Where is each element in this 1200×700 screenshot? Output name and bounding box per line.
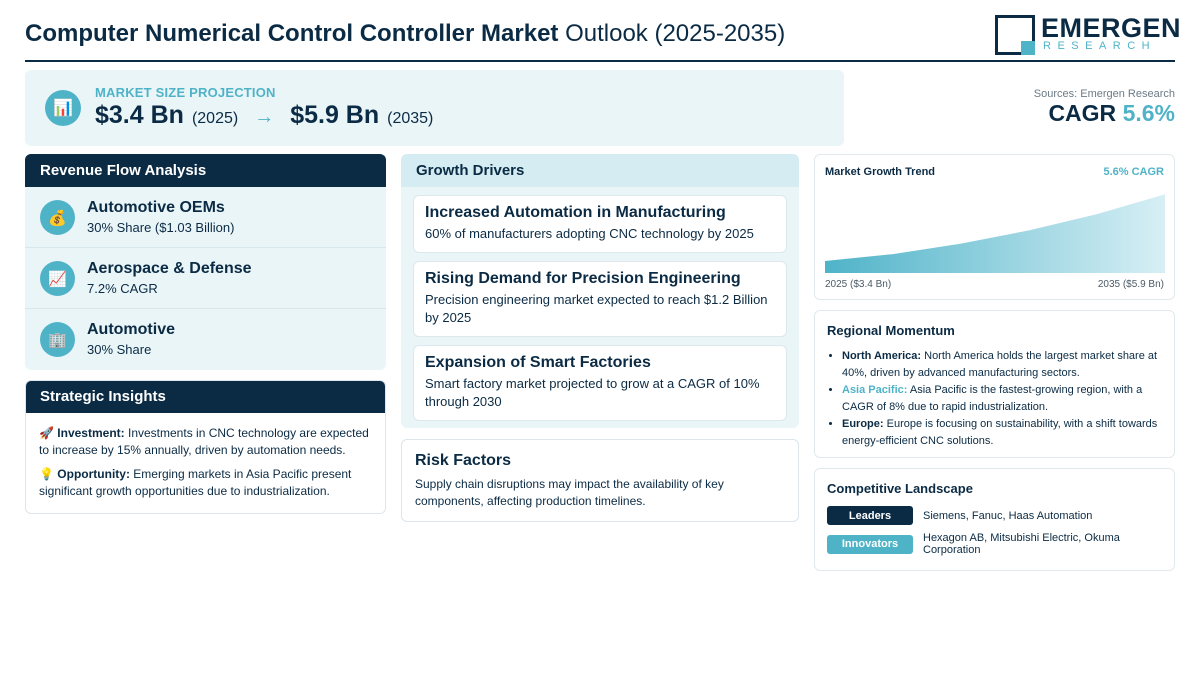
- driver-text: 60% of manufacturers adopting CNC techno…: [425, 226, 754, 241]
- driver-text: Precision engineering market expected to…: [425, 292, 768, 325]
- projection-label: MARKET SIZE PROJECTION: [95, 85, 276, 100]
- region-text: Europe is focusing on sustainability, wi…: [842, 418, 1158, 447]
- revenue-flow-title: Revenue Flow Analysis: [25, 154, 386, 187]
- growth-area: [825, 194, 1165, 273]
- revenue-item-subtitle: 30% Share ($1.03 Billion): [87, 220, 235, 235]
- emergen-logo[interactable]: EMERGEN RESEARCH: [995, 13, 1181, 55]
- growth-drivers-panel: Growth Drivers Increased Automation in M…: [401, 154, 799, 428]
- rocket-icon: 🚀: [39, 426, 54, 440]
- trend-start-label: 2025 ($3.4 Bn): [825, 279, 892, 290]
- leaders-text: Siemens, Fanuc, Haas Automation: [923, 509, 1093, 522]
- regional-list: North America: North America holds the l…: [827, 348, 1162, 449]
- driver-card: Expansion of Smart Factories Smart facto…: [413, 345, 787, 421]
- money-bag-icon: 💰: [40, 200, 75, 235]
- market-growth-trend-panel: Market Growth Trend 5.6% CAGR 2025 ($3.4…: [814, 154, 1175, 300]
- driver-card: Increased Automation in Manufacturing 60…: [413, 195, 787, 253]
- driver-title: Rising Demand for Precision Engineering: [425, 270, 741, 287]
- region-item-north-america: North America: North America holds the l…: [842, 348, 1162, 381]
- regional-momentum-title: Regional Momentum: [827, 323, 955, 338]
- cagr-summary: CAGR 5.6%: [1048, 100, 1175, 127]
- innovators-row: Innovators Hexagon AB, Mitsubishi Electr…: [827, 532, 1162, 556]
- end-value: $5.9 Bn: [290, 101, 380, 129]
- revenue-item-title: Automotive: [87, 321, 175, 338]
- risk-factors-title: Risk Factors: [415, 452, 512, 469]
- growth-drivers-title: Growth Drivers: [401, 154, 799, 187]
- start-value: $3.4 Bn: [95, 101, 184, 129]
- insight-text: Emerging markets in Asia Pacific present…: [39, 467, 352, 498]
- arrow-right-icon: →: [254, 106, 275, 128]
- bar-chart-icon: 📊: [45, 90, 81, 126]
- driver-title: Expansion of Smart Factories: [425, 354, 651, 371]
- market-size-projection: 📊 MARKET SIZE PROJECTION $3.4 Bn (2025) …: [25, 70, 844, 146]
- logo-name: EMERGEN: [1041, 13, 1182, 43]
- light-bulb-icon: 💡: [39, 467, 54, 481]
- driver-text: Smart factory market projected to grow a…: [425, 376, 760, 409]
- revenue-item-title: Automotive OEMs: [87, 199, 225, 216]
- revenue-item: 💰 Automotive OEMs 30% Share ($1.03 Billi…: [25, 187, 386, 248]
- trend-cagr: 5.6% CAGR: [1103, 166, 1164, 178]
- region-name: Europe:: [842, 418, 884, 430]
- innovators-badge: Innovators: [827, 534, 913, 554]
- insight-label: Investment:: [57, 426, 125, 440]
- start-year: (2025): [191, 110, 239, 127]
- region-name: North America:: [842, 350, 922, 362]
- projection-values: $3.4 Bn (2025) → $5.9 Bn (2035): [95, 101, 433, 130]
- header: Computer Numerical Control Controller Ma…: [25, 0, 1181, 62]
- region-item-asia-pacific: Asia Pacific: Asia Pacific is the fastes…: [842, 382, 1162, 415]
- growth-area-chart: [825, 194, 1165, 273]
- driver-card: Rising Demand for Precision Engineering …: [413, 261, 787, 337]
- leaders-badge: Leaders: [827, 506, 913, 525]
- region-item-europe: Europe: Europe is focusing on sustainabi…: [842, 416, 1162, 449]
- office-building-icon: 🏢: [40, 322, 75, 357]
- region-text: Asia Pacific is the fastest-growing regi…: [842, 384, 1143, 413]
- chart-increasing-icon: 📈: [40, 261, 75, 296]
- insight-label: Opportunity:: [57, 467, 130, 481]
- revenue-item-title: Aerospace & Defense: [87, 260, 252, 277]
- region-name: Asia Pacific:: [842, 384, 908, 396]
- logo-mark-icon: [995, 15, 1035, 55]
- title-light: Outlook (2025-2035): [565, 20, 786, 47]
- strategic-insights-title: Strategic Insights: [26, 381, 385, 413]
- insight-text: Investments in CNC technology are expect…: [39, 426, 369, 457]
- risk-factors-panel: Risk Factors Supply chain disruptions ma…: [401, 439, 799, 522]
- innovators-text: Hexagon AB, Mitsubishi Electric, Okuma C…: [923, 532, 1120, 556]
- risk-factors-text: Supply chain disruptions may impact the …: [415, 477, 724, 508]
- competitive-landscape-title: Competitive Landscape: [827, 481, 973, 496]
- end-year: (2035): [387, 110, 434, 127]
- region-text: North America holds the largest market s…: [842, 350, 1158, 379]
- driver-title: Increased Automation in Manufacturing: [425, 204, 726, 221]
- cagr-value: 5.6%: [1122, 100, 1175, 126]
- trend-title: Market Growth Trend: [825, 166, 936, 178]
- revenue-item: 📈 Aerospace & Defense 7.2% CAGR: [25, 248, 386, 309]
- revenue-item-subtitle: 7.2% CAGR: [87, 281, 158, 296]
- leaders-row: Leaders Siemens, Fanuc, Haas Automation: [827, 506, 1162, 525]
- regional-momentum-panel: Regional Momentum North America: North A…: [814, 310, 1175, 458]
- sources-text: Sources: Emergen Research: [1033, 88, 1175, 100]
- trend-end-label: 2035 ($5.9 Bn): [1097, 279, 1164, 290]
- title-bold: Computer Numerical Control Controller Ma…: [25, 20, 559, 47]
- competitive-landscape-panel: Competitive Landscape Leaders Siemens, F…: [814, 468, 1175, 571]
- insight-opportunity: 💡 Opportunity: Emerging markets in Asia …: [39, 466, 372, 500]
- revenue-item-subtitle: 30% Share: [87, 342, 152, 357]
- strategic-insights-panel: Strategic Insights 🚀 Investment: Investm…: [25, 380, 386, 514]
- revenue-item: 🏢 Automotive 30% Share: [25, 309, 386, 370]
- cagr-label: CAGR: [1048, 100, 1117, 126]
- revenue-flow-panel: Revenue Flow Analysis 💰 Automotive OEMs …: [25, 154, 386, 370]
- page-title: Computer Numerical Control Controller Ma…: [25, 20, 785, 48]
- insight-investment: 🚀 Investment: Investments in CNC technol…: [39, 425, 372, 459]
- logo-sub: RESEARCH: [1043, 40, 1157, 52]
